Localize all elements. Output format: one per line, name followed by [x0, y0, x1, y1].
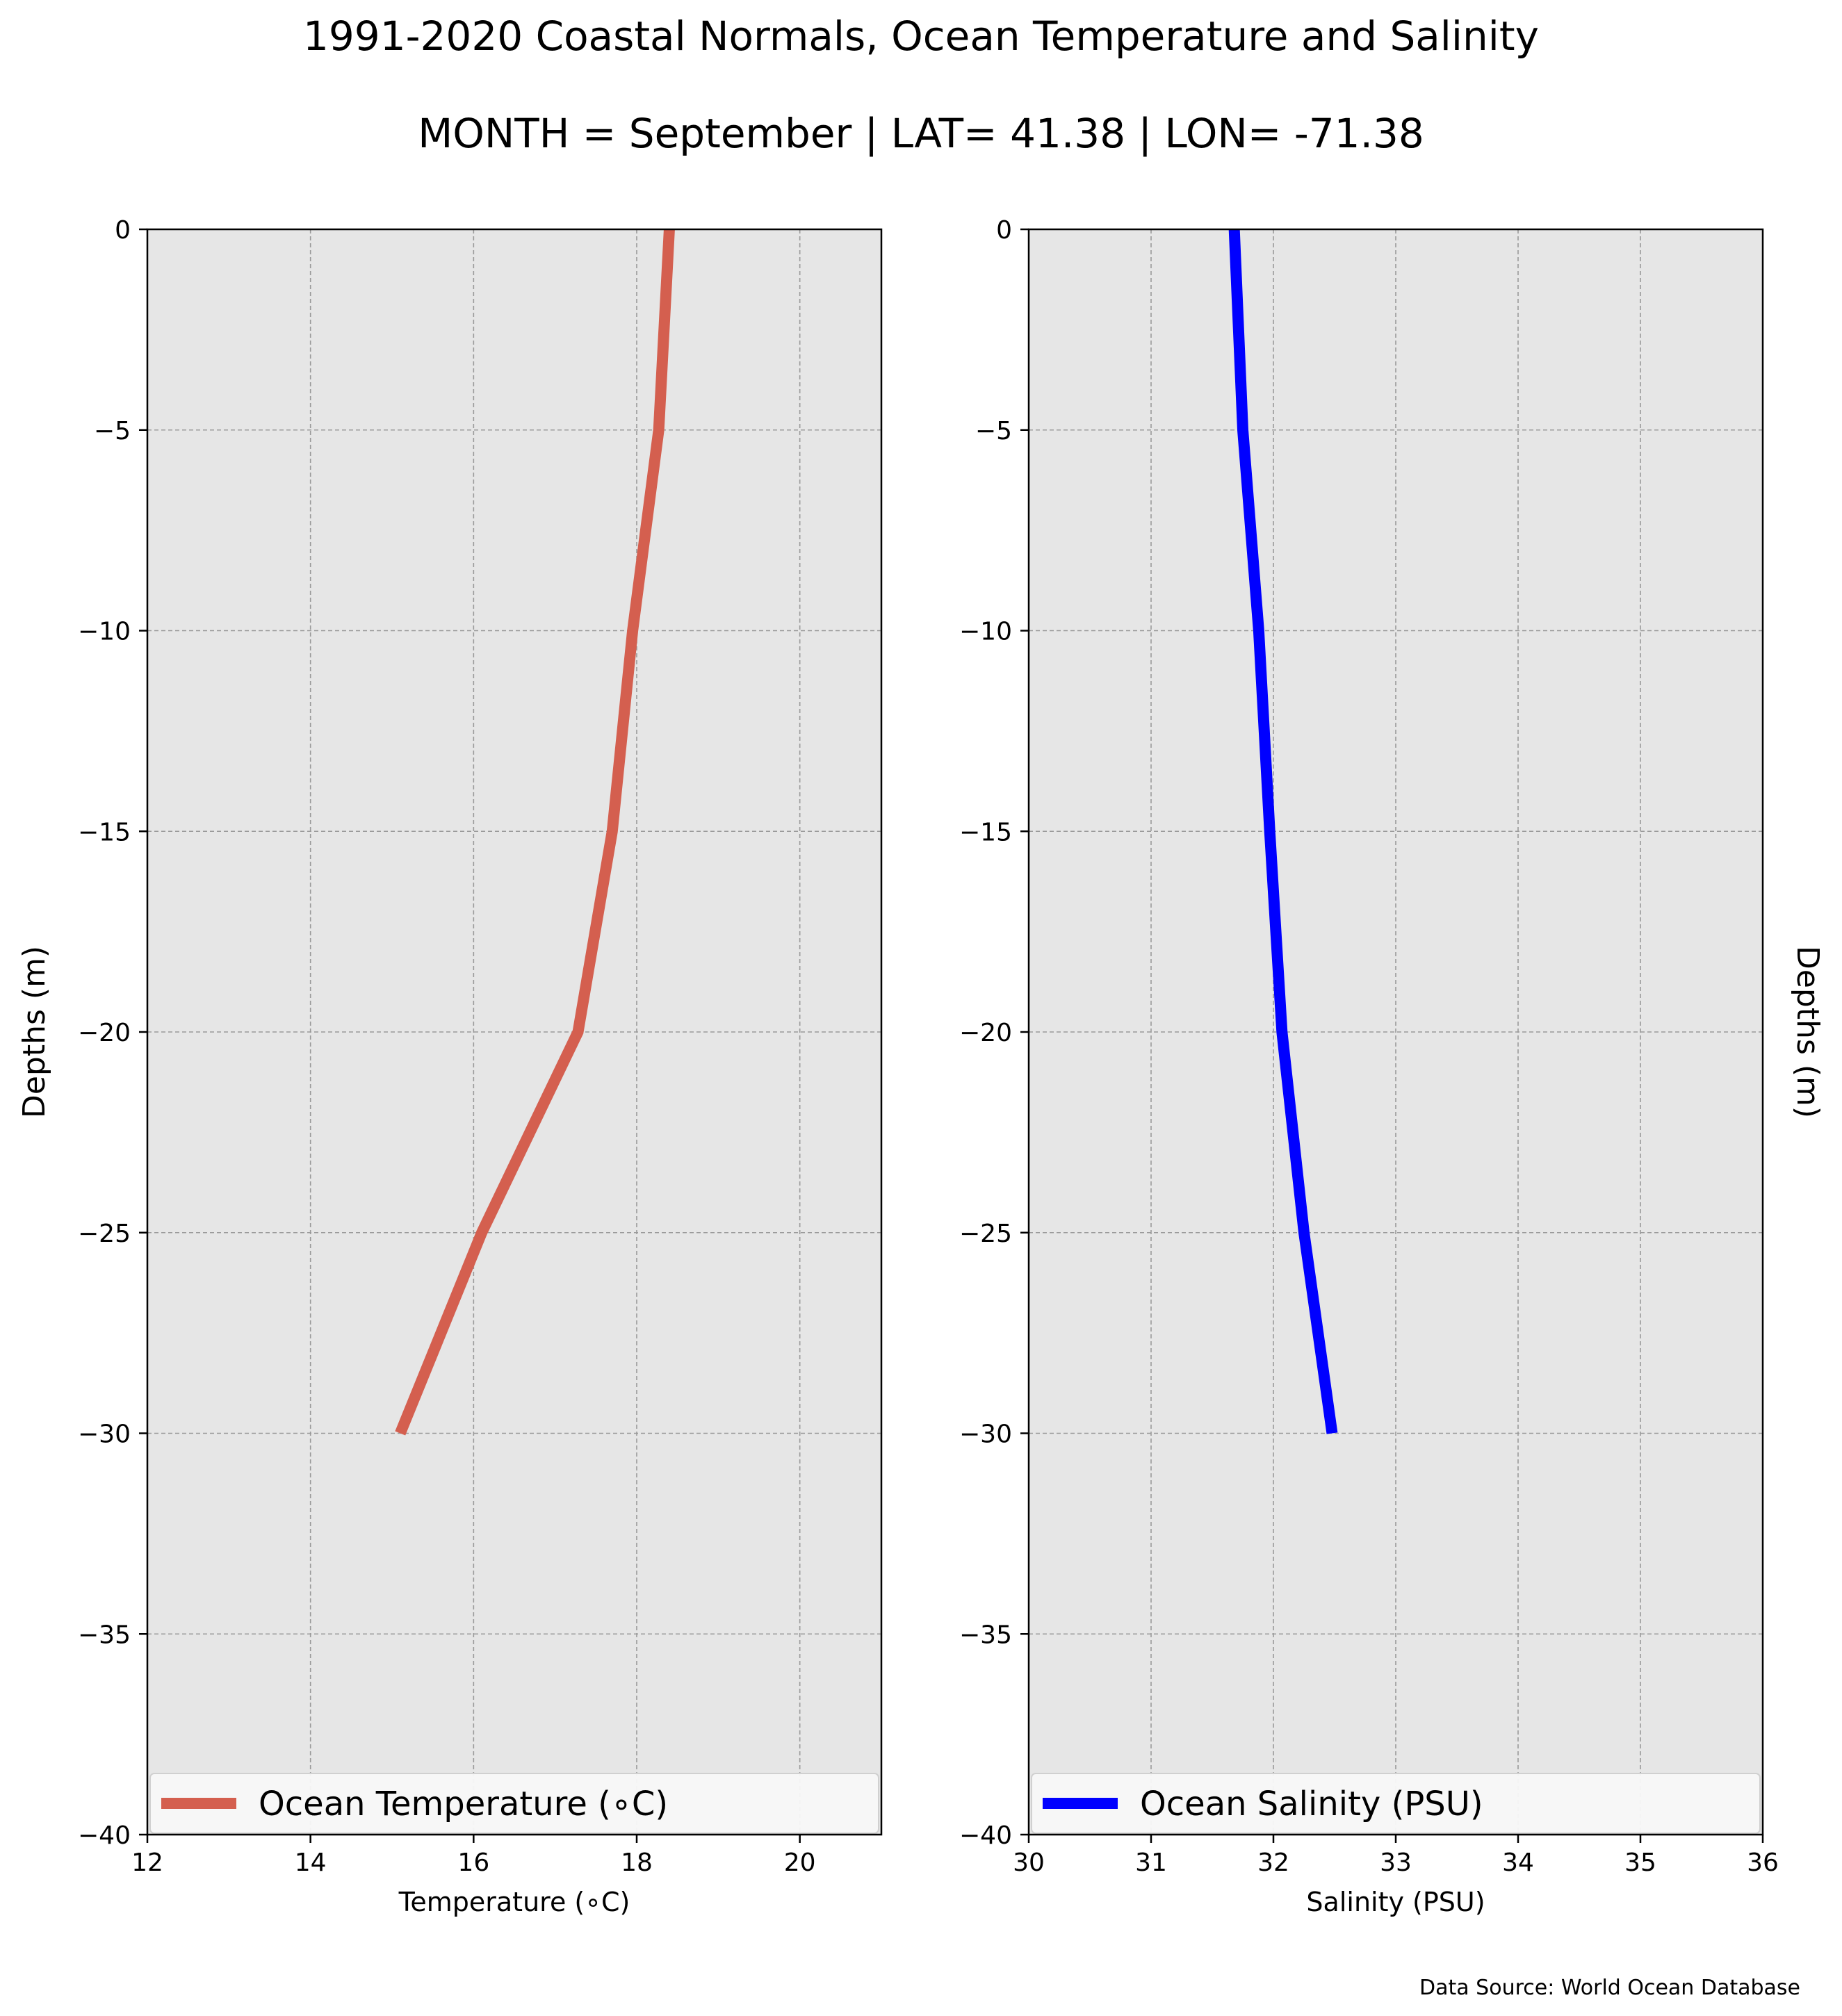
temperature-legend: Ocean Temperature (∘C) — [149, 1773, 879, 1834]
temperature-y-axis-label: Depths (m) — [17, 946, 52, 1118]
salinity-legend-box — [1031, 1773, 1761, 1834]
salinity-legend-label: Ocean Salinity (PSU) — [1140, 1785, 1483, 1824]
salinity-ytick-label: −25 — [959, 1220, 1012, 1248]
salinity-ytick-label: −30 — [959, 1420, 1012, 1449]
temperature-xtick-label: 20 — [784, 1849, 816, 1877]
salinity-ytick-label: −20 — [959, 1019, 1012, 1047]
salinity-ytick-label: −40 — [959, 1821, 1012, 1850]
temperature-ytick-label: −15 — [78, 818, 131, 846]
temperature-ytick-label: −10 — [78, 618, 131, 646]
salinity-ytick-label: 0 — [996, 216, 1012, 245]
temperature-x-axis-label: Temperature (∘C) — [398, 1887, 630, 1917]
salinity-panel: Ocean Salinity (PSU) 30 31 32 33 34 35 36 0 −5 −10… — [959, 216, 1825, 1917]
temperature-ytick-label: −5 — [94, 417, 131, 445]
figure-title: 1991-2020 Coastal Normals, Ocean Tempera… — [303, 13, 1539, 60]
salinity-xtick-label: 31 — [1135, 1849, 1167, 1877]
salinity-ytick-label: −35 — [959, 1621, 1012, 1649]
temperature-ytick-label: −25 — [78, 1220, 131, 1248]
salinity-xtick-label: 35 — [1624, 1849, 1656, 1877]
temperature-ytick-label: −35 — [78, 1621, 131, 1649]
temperature-xtick-label: 12 — [131, 1849, 163, 1877]
temperature-ytick-label: −40 — [78, 1821, 131, 1850]
salinity-xtick-label: 34 — [1502, 1849, 1534, 1877]
salinity-xtick-label: 36 — [1747, 1849, 1779, 1877]
temperature-ytick-label: −30 — [78, 1420, 131, 1449]
temperature-legend-label: Ocean Temperature (∘C) — [259, 1785, 668, 1824]
temperature-xtick-label: 18 — [621, 1849, 653, 1877]
salinity-y-axis-label: Depths (m) — [1790, 946, 1825, 1118]
salinity-ytick-label: −15 — [959, 818, 1012, 846]
salinity-ytick-label: −10 — [959, 618, 1012, 646]
temperature-ytick-label: −20 — [78, 1019, 131, 1047]
salinity-xtick-label: 32 — [1257, 1849, 1289, 1877]
temperature-legend-box — [149, 1773, 879, 1834]
salinity-xtick-label: 30 — [1013, 1849, 1045, 1877]
temperature-ytick-label: 0 — [115, 216, 131, 245]
figure-subtitle: MONTH = September | LAT= 41.38 | LON= -7… — [418, 110, 1424, 157]
salinity-ytick-label: −5 — [975, 417, 1012, 445]
temperature-panel: Ocean Temperature (∘C) 12 14 16 18 20 0 −5 −10 −1… — [17, 216, 883, 1917]
salinity-x-axis-label: Salinity (PSU) — [1306, 1887, 1485, 1917]
salinity-legend: Ocean Salinity (PSU) — [1031, 1773, 1761, 1834]
temperature-plot-area — [147, 229, 881, 1835]
salinity-series-line — [1228, 229, 1338, 1434]
data-source-note: Data Source: World Ocean Database — [1419, 1976, 1800, 2000]
temperature-xtick-label: 16 — [457, 1849, 489, 1877]
salinity-xtick-label: 33 — [1380, 1849, 1412, 1877]
temperature-series-line — [395, 229, 675, 1436]
temperature-xtick-label: 14 — [295, 1849, 327, 1877]
